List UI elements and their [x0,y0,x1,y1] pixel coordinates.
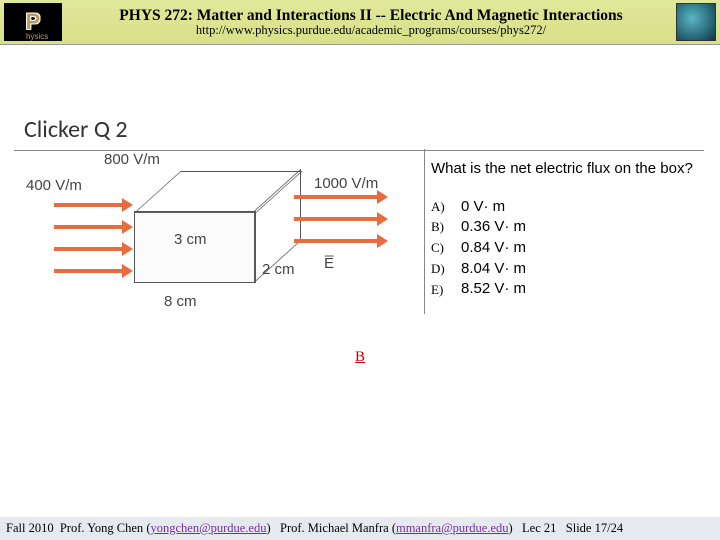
header-bar: P hysics PHYS 272: Matter and Interactio… [0,0,720,45]
question-text: What is the net electric flux on the box… [431,159,720,179]
left-field-label: 400 V/m [26,177,82,194]
footer-lec: Lec 21 [522,521,556,535]
width-label: 8 cm [164,293,197,310]
section-title: Clicker Q 2 [24,115,720,144]
diagram: 800 V/m 400 V/m 1000 V/m 3 cm 2 cm E̅ 8 … [14,159,424,319]
prof1-email-link[interactable]: yongchen@purdue.edu [150,521,266,535]
content-row: 800 V/m 400 V/m 1000 V/m 3 cm 2 cm E̅ 8 … [14,159,720,319]
footer-slide: Slide 17/24 [566,521,623,535]
option-values: 0 V· m 0.36 V· m 0.84 V· m 8.04 V· m 8.5… [461,197,526,301]
footer-term: Fall 2010 [6,521,54,535]
vertical-separator [424,149,425,314]
opt-value: 0.36 V· m [461,217,526,238]
answer-letter: B [0,349,720,366]
prof2-email-link[interactable]: mmanfra@purdue.edu [396,521,509,535]
opt-letter: D) [431,259,461,280]
arrow-left-1 [54,203,124,207]
opt-letter: B) [431,217,461,238]
option-letters: A) B) C) D) E) [431,197,461,301]
purdue-logo: P hysics [4,3,62,41]
right-field-label: 1000 V/m [314,175,378,192]
footer-prof2: Prof. Michael Manfra [280,521,389,535]
header-text: PHYS 272: Matter and Interactions II -- … [66,7,676,38]
opt-letter: E) [431,280,461,301]
opt-value: 0.84 V· m [461,238,526,259]
footer: Fall 2010 Prof. Yong Chen (yongchen@purd… [0,517,720,540]
opt-value: 0 V· m [461,197,526,218]
arrow-left-3 [54,247,124,251]
options: A) B) C) D) E) 0 V· m 0.36 V· m 0.84 V· … [431,197,720,301]
arrow-right-2 [294,217,379,221]
opt-value: 8.04 V· m [461,259,526,280]
footer-prof1: Prof. Yong Chen [60,521,143,535]
arrow-right-3 [294,239,379,243]
course-title: PHYS 272: Matter and Interactions II -- … [66,7,676,24]
top-field-label: 800 V/m [104,151,160,168]
course-url: http://www.physics.purdue.edu/academic_p… [66,24,676,38]
question-panel: What is the net electric flux on the box… [431,159,720,319]
opt-letter: A) [431,197,461,218]
opt-value: 8.52 V· m [461,279,526,300]
logo-sub: hysics [26,32,48,41]
header-icon [676,3,716,41]
efield-label: E̅ [324,255,334,272]
arrow-right-1 [294,195,379,199]
arrow-left-2 [54,225,124,229]
height-label: 2 cm [262,261,295,278]
depth-label: 3 cm [174,231,207,248]
arrow-left-4 [54,269,124,273]
opt-letter: C) [431,238,461,259]
